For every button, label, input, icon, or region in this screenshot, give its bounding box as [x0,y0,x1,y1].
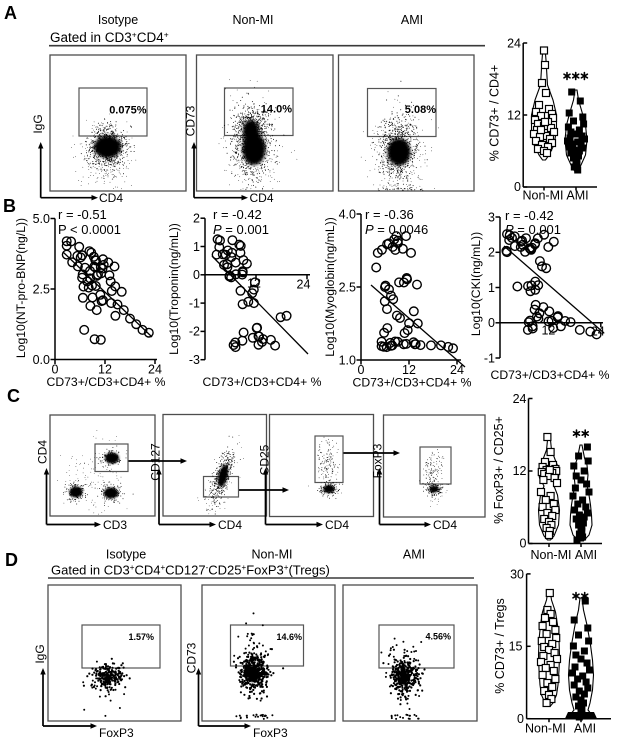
svg-text:r = -0.42: r = -0.42 [505,208,554,223]
svg-text:15: 15 [509,640,523,654]
svg-text:12: 12 [402,363,416,377]
svg-text:AMI: AMI [401,13,423,27]
svg-text:AMI: AMI [575,548,597,562]
svg-text:CD127: CD127 [149,443,163,481]
svg-text:2: 2 [193,212,200,226]
svg-text:30: 30 [510,568,524,582]
svg-text:4.56%: 4.56% [425,632,451,642]
svg-text:Gated in CD3+​CD4+​: Gated in CD3+​CD4+​ [50,30,169,46]
svg-text:AMI: AMI [574,722,596,736]
svg-text:P = 0.001: P = 0.001 [213,222,269,237]
svg-text:0.0: 0.0 [33,353,50,367]
svg-text:0: 0 [488,316,495,330]
svg-text:CD4: CD4 [99,191,123,205]
svg-text:IgG: IgG [31,114,45,133]
svg-text:% CD73+ / Tregs: % CD73+ / Tregs [493,598,507,694]
svg-text:12: 12 [507,109,521,123]
svg-text:AMI: AMI [403,548,425,562]
svg-text:1.0: 1.0 [339,353,356,367]
svg-text:D: D [5,550,18,570]
svg-text:A: A [4,3,17,23]
svg-text:0: 0 [52,363,59,377]
svg-text:Log10(Troponin(ng/mL)): Log10(Troponin(ng/mL)) [167,223,181,355]
svg-text:0: 0 [358,363,365,377]
svg-text:0.075%: 0.075% [109,105,147,117]
svg-text:CD4: CD4 [250,191,274,205]
svg-text:12: 12 [513,464,527,478]
svg-text:Isotype: Isotype [98,13,138,27]
svg-text:CD73: CD73 [185,642,199,673]
svg-text:4.0: 4.0 [339,207,356,221]
svg-text:P = 0.001: P = 0.001 [505,222,561,237]
svg-text:CD4: CD4 [36,440,50,464]
svg-text:-1: -1 [189,296,200,310]
svg-text:B: B [3,196,16,216]
svg-text:14.0%: 14.0% [261,104,292,116]
svg-text:Non-MI: Non-MI [233,13,274,27]
svg-text:C: C [7,386,20,406]
svg-text:14.6%: 14.6% [276,632,302,642]
svg-text:0: 0 [193,268,200,282]
svg-text:2.5: 2.5 [33,282,50,296]
svg-text:AMI: AMI [566,189,588,203]
svg-text:r = -0.36: r = -0.36 [365,207,414,222]
svg-text:Isotype: Isotype [106,548,146,562]
svg-text:% CD73+ / CD4+: % CD73+ / CD4+ [488,65,502,162]
svg-text:0: 0 [520,537,527,551]
svg-text:-3: -3 [189,353,200,367]
svg-text:12: 12 [541,324,555,338]
svg-text:24: 24 [513,392,527,406]
svg-text:3: 3 [488,210,495,224]
svg-text:FoxP3: FoxP3 [253,726,288,740]
svg-text:CD4: CD4 [433,518,457,532]
svg-text:Non-MI: Non-MI [525,722,566,736]
svg-text:Non-MI: Non-MI [531,548,572,562]
svg-text:24: 24 [450,363,464,377]
svg-text:Log10(Myoglobin(ng/mL)): Log10(Myoglobin(ng/mL)) [323,217,337,357]
svg-text:24: 24 [507,37,521,51]
svg-text:0: 0 [517,712,524,726]
svg-text:CD73: CD73 [184,105,198,136]
svg-text:% FoxP3+ / CD25+: % FoxP3+ / CD25+ [492,416,506,524]
svg-text:CD4: CD4 [325,518,349,532]
svg-text:r = -0.51: r = -0.51 [58,207,107,222]
svg-text:CD73+/CD3+CD4+ %: CD73+/CD3+CD4+ % [203,375,322,389]
svg-text:1: 1 [193,240,200,254]
svg-text:1: 1 [488,281,495,295]
svg-text:Non-MI: Non-MI [523,189,564,203]
svg-text:Log10(NT-pro-BNP(ng/L)): Log10(NT-pro-BNP(ng/L)) [14,218,28,358]
svg-text:FoxP3: FoxP3 [99,726,134,740]
svg-text:5.08%: 5.08% [405,104,436,116]
svg-text:Log10(CKI(ng/mL)): Log10(CKI(ng/mL)) [469,232,483,336]
svg-text:-2: -2 [189,325,200,339]
svg-text:Non-MI: Non-MI [252,548,293,562]
svg-text:5.0: 5.0 [33,212,50,226]
svg-text:P < 0.0001: P < 0.0001 [58,222,121,237]
svg-text:P = 0.0046: P = 0.0046 [365,222,428,237]
svg-text:CD73+/CD3+CD4+ %: CD73+/CD3+CD4+ % [47,375,166,389]
svg-text:12: 12 [98,363,112,377]
svg-text:CD73+/CD3+CD4+ %: CD73+/CD3+CD4+ % [353,376,472,390]
svg-text:Gated in CD3+​CD4+​CD127-​CD25: Gated in CD3+​CD4+​CD127-​CD25+​FoxP3+​(… [51,563,330,578]
svg-text:-1: -1 [484,351,495,365]
svg-text:IgG: IgG [33,644,47,663]
svg-text:r = -0.42: r = -0.42 [213,207,262,222]
svg-text:1.57%: 1.57% [128,632,154,642]
svg-text:2.5: 2.5 [339,280,356,294]
svg-text:FoxP3: FoxP3 [371,443,385,478]
svg-text:CD25: CD25 [258,444,272,475]
svg-text:0: 0 [514,180,521,194]
svg-text:CD73+/CD3+CD4+ %: CD73+/CD3+CD4+ % [491,368,610,382]
svg-text:CD4: CD4 [218,518,242,532]
svg-text:24: 24 [297,278,311,292]
svg-text:CD3: CD3 [103,518,127,532]
svg-text:24: 24 [148,363,162,377]
svg-text:2: 2 [488,246,495,260]
